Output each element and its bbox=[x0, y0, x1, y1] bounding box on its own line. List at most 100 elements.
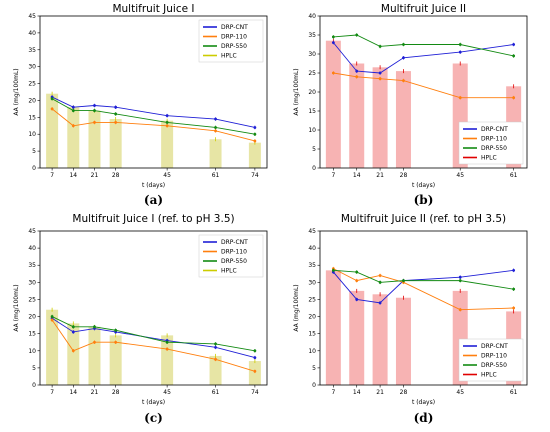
hplc-bar bbox=[46, 309, 59, 385]
x-tick-label: 28 bbox=[112, 172, 120, 179]
y-tick-label: 15 bbox=[308, 331, 316, 338]
y-tick-label: 35 bbox=[308, 32, 316, 39]
y-tick-label: 0 bbox=[32, 165, 36, 172]
series-point bbox=[71, 330, 75, 334]
x-tick-label: 14 bbox=[69, 389, 77, 396]
hplc-bar bbox=[46, 93, 59, 168]
legend-label: HPLC bbox=[481, 155, 497, 162]
legend-label: DRP-110 bbox=[481, 136, 507, 143]
y-tick-label: 10 bbox=[308, 127, 316, 134]
series-point bbox=[355, 279, 359, 283]
y-tick-label: 25 bbox=[28, 81, 36, 88]
plot-frame bbox=[39, 15, 268, 169]
series-point bbox=[253, 356, 257, 360]
y-tick-label: 45 bbox=[308, 228, 316, 235]
series-point bbox=[458, 275, 462, 279]
y-tick-label: 10 bbox=[28, 131, 36, 138]
legend-label: DRP-110 bbox=[481, 353, 507, 360]
series-point bbox=[402, 56, 405, 60]
series-point bbox=[458, 308, 462, 312]
chart-panel-3: Multifruit Juice I (ref. to pH 3.5) 0 5 10 1… bbox=[13, 213, 268, 425]
series-point bbox=[71, 109, 75, 112]
y-tick-label: 10 bbox=[308, 348, 316, 355]
series-point bbox=[165, 340, 169, 344]
y-tick-label: 10 bbox=[28, 348, 36, 355]
y-tick-label: 5 bbox=[32, 148, 36, 155]
series-point bbox=[165, 114, 169, 118]
series-point bbox=[71, 349, 75, 353]
y-tick-label: 35 bbox=[28, 262, 36, 269]
series-point bbox=[378, 71, 382, 75]
series-point bbox=[114, 105, 118, 109]
y-tick-label: 0 bbox=[32, 382, 36, 389]
legend-label: DRP-CNT bbox=[221, 239, 248, 246]
series-point bbox=[331, 41, 335, 44]
series-point bbox=[378, 77, 382, 81]
hplc-bar bbox=[372, 67, 388, 168]
y-tick-label: 25 bbox=[308, 296, 316, 303]
y-tick-label: 35 bbox=[28, 47, 36, 54]
series-point bbox=[253, 349, 257, 353]
series-point bbox=[355, 33, 359, 37]
series-point bbox=[512, 306, 516, 310]
y-tick-label: 5 bbox=[312, 365, 316, 372]
y-tick-label: 40 bbox=[28, 245, 36, 252]
panel-caption: (c) bbox=[144, 411, 163, 425]
y-tick-label: 45 bbox=[28, 228, 36, 235]
series-point bbox=[253, 139, 257, 143]
y-tick-label: 40 bbox=[308, 245, 316, 252]
series-line-drp-550 bbox=[51, 316, 255, 352]
series-point bbox=[93, 109, 96, 112]
series-point bbox=[71, 124, 75, 128]
x-tick-label: 7 bbox=[331, 389, 335, 396]
chart-panel-4: Multifruit Juice II (ref. to pH 3.5) 0 5 10… bbox=[293, 213, 528, 425]
legend-label: HPLC bbox=[481, 372, 497, 379]
x-tick-label: 45 bbox=[163, 389, 171, 396]
series-point bbox=[512, 43, 516, 46]
series-point bbox=[458, 279, 462, 283]
series-line-drp-550 bbox=[51, 98, 255, 135]
legend-label: DRP-110 bbox=[221, 34, 247, 41]
series-point bbox=[50, 315, 54, 318]
series-point bbox=[214, 342, 217, 346]
x-tick-label: 45 bbox=[163, 172, 171, 179]
chart-title: Multifruit Juice II bbox=[381, 3, 466, 15]
series-point bbox=[378, 301, 382, 305]
x-tick-label: 14 bbox=[69, 172, 77, 179]
legend-label: DRP-110 bbox=[221, 249, 247, 256]
series-point bbox=[331, 71, 335, 75]
y-axis-label: AA (mg/100mL) bbox=[13, 284, 20, 331]
series-line-drp-110 bbox=[333, 268, 514, 311]
series-point bbox=[253, 132, 257, 136]
legend-label: DRP-CNT bbox=[481, 343, 508, 350]
y-tick-label: 30 bbox=[308, 51, 316, 58]
series-point bbox=[378, 274, 382, 277]
series-point bbox=[458, 43, 462, 46]
series-point bbox=[114, 328, 118, 332]
plot-frame bbox=[39, 230, 268, 386]
series-point bbox=[355, 270, 359, 274]
legend-label: DRP-CNT bbox=[481, 126, 508, 133]
series-line-drp-cnt bbox=[333, 42, 514, 74]
y-tick-label: 25 bbox=[308, 70, 316, 77]
series-point bbox=[402, 43, 405, 46]
hplc-bar bbox=[395, 297, 411, 385]
x-tick-label: 74 bbox=[251, 389, 259, 396]
series-point bbox=[253, 126, 257, 129]
series-point bbox=[214, 117, 217, 121]
hplc-bar bbox=[325, 270, 341, 385]
legend-label: DRP-CNT bbox=[221, 24, 248, 31]
hplc-bar bbox=[325, 40, 341, 169]
hplc-bar bbox=[88, 326, 101, 385]
hplc-bar bbox=[349, 63, 365, 168]
series-point bbox=[93, 340, 96, 344]
series-point bbox=[378, 280, 382, 284]
series-point bbox=[355, 69, 359, 73]
legend-label: HPLC bbox=[221, 268, 237, 275]
x-tick-label: 7 bbox=[331, 172, 335, 179]
hplc-bar bbox=[248, 142, 261, 168]
series-point bbox=[214, 345, 217, 349]
x-tick-label: 45 bbox=[456, 389, 464, 396]
chart-title: Multifruit Juice I (ref. to pH 3.5) bbox=[72, 213, 234, 225]
